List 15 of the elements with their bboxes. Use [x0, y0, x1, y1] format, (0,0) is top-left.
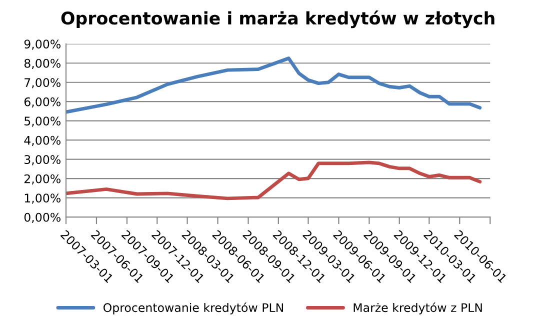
- y-tick-label: 9,00%: [24, 40, 60, 50]
- y-tick-label: 3,00%: [24, 155, 60, 166]
- y-tick-label: 1,00%: [24, 194, 60, 204]
- chart-title: Oprocentowanie i marża kredytów w złotych: [61, 10, 494, 28]
- y-tick-label: 7,00%: [24, 78, 60, 88]
- legend-label: Oprocentowanie kredytów PLN: [104, 302, 283, 314]
- y-tick-label: 6,00%: [24, 97, 60, 108]
- legend-label: Marże kredytów z PLN: [354, 302, 482, 314]
- y-tick-label: 8,00%: [24, 58, 60, 69]
- y-tick-label: 4,00%: [24, 136, 60, 146]
- y-tick-label: 5,00%: [24, 116, 60, 127]
- y-tick-label: 2,00%: [24, 174, 60, 184]
- y-tick-label: 0,00%: [24, 212, 60, 223]
- line-series: [66, 160, 482, 200]
- line-series: [66, 56, 482, 114]
